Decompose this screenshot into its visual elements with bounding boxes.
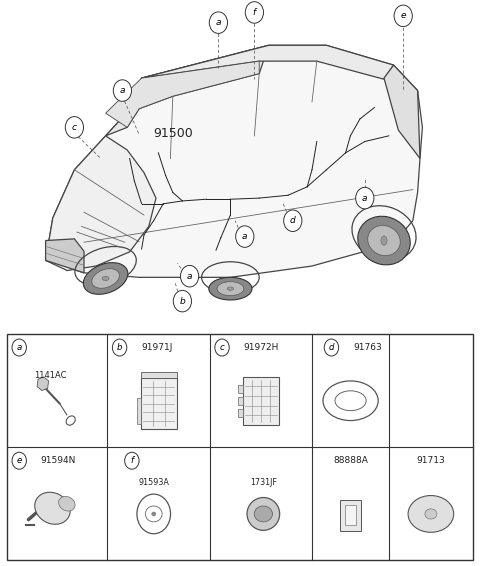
Circle shape (356, 187, 374, 209)
Text: d: d (329, 343, 334, 352)
Bar (141, 372, 177, 378)
Text: 91593A: 91593A (138, 478, 169, 487)
Bar (141, 378, 177, 429)
Text: e: e (400, 11, 406, 20)
Ellipse shape (151, 512, 156, 516)
Bar (340, 500, 361, 531)
Circle shape (180, 265, 199, 287)
Circle shape (394, 5, 412, 27)
Text: 91713: 91713 (417, 456, 445, 465)
Polygon shape (384, 65, 420, 158)
Bar (137, 398, 141, 424)
Ellipse shape (84, 263, 128, 294)
Polygon shape (46, 45, 422, 277)
Bar (7, 334, 473, 560)
Circle shape (125, 452, 139, 469)
Ellipse shape (59, 496, 75, 511)
Text: b: b (180, 297, 185, 306)
Polygon shape (106, 45, 269, 136)
Ellipse shape (408, 496, 454, 532)
Text: 88888A: 88888A (333, 456, 368, 465)
Text: b: b (117, 343, 122, 352)
Ellipse shape (425, 509, 437, 519)
Text: f: f (253, 8, 256, 17)
Ellipse shape (217, 282, 244, 295)
Text: d: d (290, 216, 296, 225)
Text: a: a (242, 232, 248, 241)
Bar (243, 377, 279, 424)
Text: e: e (17, 456, 22, 465)
Polygon shape (46, 239, 84, 273)
Ellipse shape (227, 287, 234, 290)
Ellipse shape (254, 506, 273, 522)
Circle shape (12, 452, 26, 469)
Text: a: a (216, 18, 221, 27)
Bar (238, 409, 243, 417)
Circle shape (209, 12, 228, 33)
Text: 91594N: 91594N (41, 456, 76, 465)
Circle shape (236, 226, 254, 247)
Ellipse shape (247, 498, 280, 530)
Text: a: a (17, 343, 22, 352)
Circle shape (173, 290, 192, 312)
Text: 91972H: 91972H (244, 343, 279, 352)
Ellipse shape (209, 277, 252, 300)
Text: c: c (72, 123, 77, 132)
Ellipse shape (381, 236, 387, 245)
Circle shape (284, 210, 302, 231)
Bar (238, 397, 243, 405)
Text: 1141AC: 1141AC (34, 371, 66, 380)
Circle shape (245, 2, 264, 23)
Text: a: a (362, 194, 368, 203)
Circle shape (65, 117, 84, 138)
Ellipse shape (35, 492, 70, 524)
Ellipse shape (368, 225, 400, 256)
Bar (238, 385, 243, 393)
Text: a: a (187, 272, 192, 281)
Text: 91500: 91500 (153, 127, 192, 139)
Polygon shape (37, 377, 48, 391)
Circle shape (12, 339, 26, 356)
Polygon shape (46, 136, 156, 271)
Circle shape (215, 339, 229, 356)
Ellipse shape (358, 216, 410, 265)
Text: 91763: 91763 (353, 343, 382, 352)
Text: 91971J: 91971J (141, 343, 173, 352)
Ellipse shape (92, 269, 120, 288)
Text: 1731JF: 1731JF (250, 478, 277, 487)
Polygon shape (142, 45, 394, 79)
Circle shape (112, 339, 127, 356)
Circle shape (113, 80, 132, 101)
Ellipse shape (102, 276, 109, 281)
Text: c: c (220, 343, 225, 352)
Bar (345, 505, 356, 525)
Text: f: f (131, 456, 133, 465)
Polygon shape (106, 61, 259, 127)
Text: a: a (120, 86, 125, 95)
Circle shape (324, 339, 339, 356)
